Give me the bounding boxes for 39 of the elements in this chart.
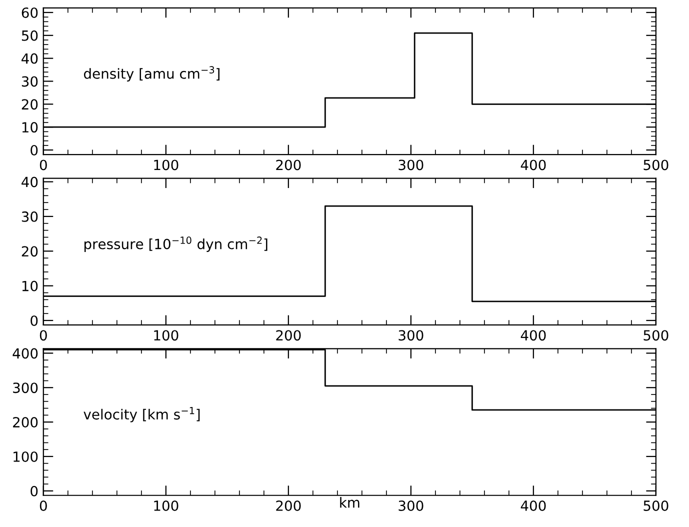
x-axis-title: km <box>340 497 360 508</box>
x-tick-label: 300 <box>398 160 424 170</box>
y-tick-label: 10 <box>22 280 38 292</box>
x-tick-label: 400 <box>520 330 546 341</box>
x-tick-label: 100 <box>154 330 178 341</box>
y-tick-label: 0 <box>30 144 38 156</box>
y-tick-label: 30 <box>22 76 38 87</box>
x-tick-label: 300 <box>398 330 424 341</box>
y-tick-label: 0 <box>30 486 38 496</box>
x-tick-label: 0 <box>40 160 47 170</box>
y-tick-label: 40 <box>22 53 38 64</box>
x-tick-label: 200 <box>276 500 301 511</box>
x-tick-label: 200 <box>276 160 301 170</box>
annotation: pressure [10$^{−10}$ dyn cm$^{−2}$] <box>84 236 268 252</box>
y-tick-label: 60 <box>22 7 38 18</box>
y-tick-label: 10 <box>22 122 38 133</box>
x-tick-label: 300 <box>398 500 424 511</box>
y-tick-label: 400 <box>12 348 38 359</box>
annotation: velocity [km s$^{−1}$] <box>84 406 200 422</box>
y-tick-label: 20 <box>22 246 38 257</box>
x-tick-label: 0 <box>40 500 47 511</box>
y-tick-label: 50 <box>22 30 38 41</box>
y-tick-label: 20 <box>22 99 38 110</box>
x-tick-label: 500 <box>644 500 668 511</box>
y-tick-label: 300 <box>13 382 38 394</box>
y-tick-label: 100 <box>14 451 38 462</box>
x-tick-label: 100 <box>154 500 178 511</box>
x-tick-label: 100 <box>154 160 178 170</box>
y-tick-label: 200 <box>13 417 38 428</box>
x-tick-label: 200 <box>276 330 301 341</box>
y-tick-label: 40 <box>22 176 38 188</box>
y-tick-label: 0 <box>30 315 38 326</box>
x-tick-label: 500 <box>644 160 668 170</box>
x-tick-label: 400 <box>520 500 546 511</box>
x-tick-label: 400 <box>520 160 546 170</box>
x-tick-label: 500 <box>644 330 668 341</box>
y-tick-label: 30 <box>22 211 38 222</box>
annotation: density [amu cm$^{−3}$] <box>84 66 220 82</box>
x-tick-label: 0 <box>40 330 47 341</box>
